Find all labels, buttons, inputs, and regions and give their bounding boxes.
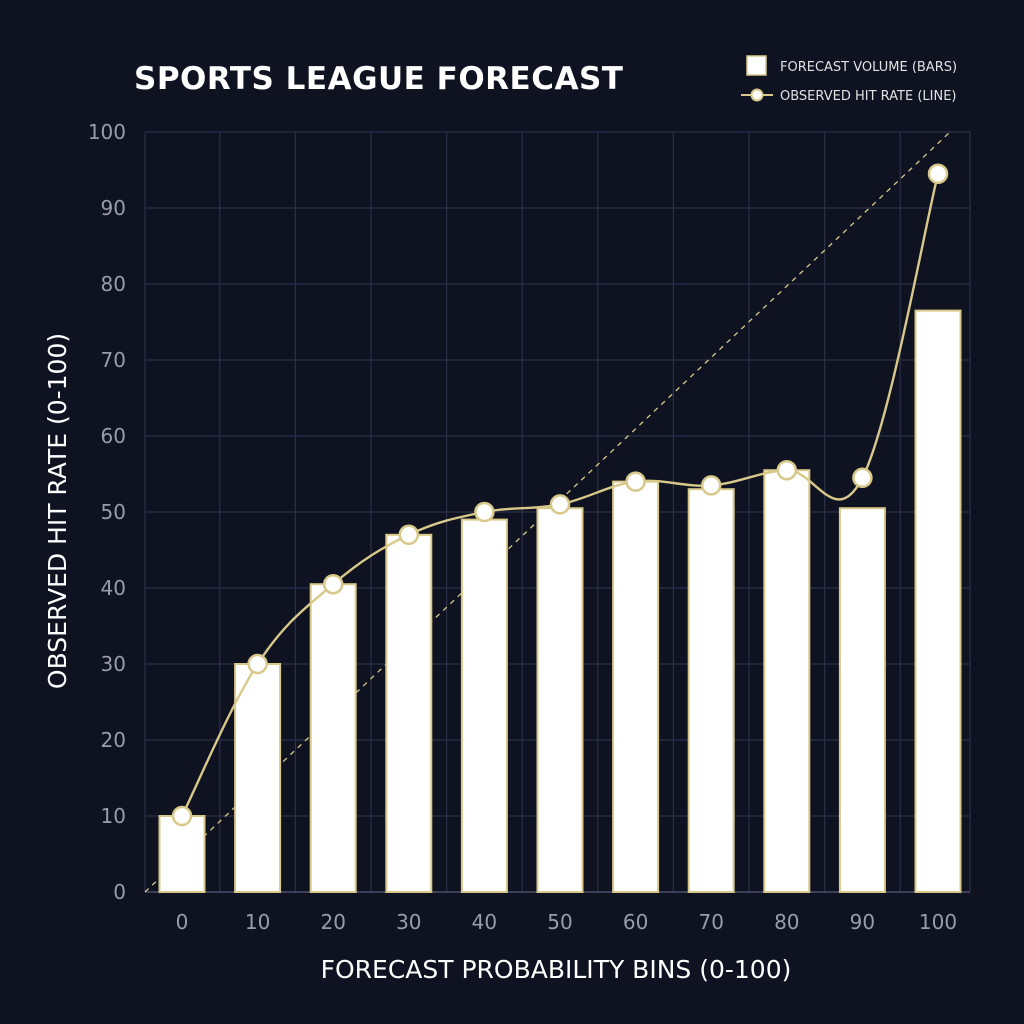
y-tick-label: 50 <box>101 500 126 524</box>
hit-rate-line-group <box>171 163 949 827</box>
y-tick-label: 40 <box>101 576 126 600</box>
y-tick-label: 70 <box>101 348 126 372</box>
x-tick-label: 90 <box>850 910 875 934</box>
bar <box>234 663 282 893</box>
bar <box>763 469 811 893</box>
x-tick-label: 20 <box>320 910 345 934</box>
bar <box>309 583 357 893</box>
chart-title: SPORTS LEAGUE FORECAST <box>134 61 623 97</box>
y-tick-label: 90 <box>101 196 126 220</box>
y-axis-label: OBSERVED HIT RATE (0-100) <box>43 333 72 689</box>
y-tick-label: 10 <box>101 804 126 828</box>
y-tick-label: 80 <box>101 272 126 296</box>
y-tick-label: 30 <box>101 652 126 676</box>
x-tick-label: 30 <box>396 910 421 934</box>
legend-line-label: OBSERVED HIT RATE (LINE) <box>780 89 956 104</box>
hit-rate-point <box>852 467 873 489</box>
bar <box>536 507 584 893</box>
x-tick-label: 100 <box>919 910 957 934</box>
y-tick-label: 60 <box>101 424 126 448</box>
bars <box>158 309 962 894</box>
x-tick-label: 10 <box>245 910 270 934</box>
legend-bar-label: FORECAST VOLUME (BARS) <box>780 60 957 75</box>
hit-rate-point <box>398 524 420 546</box>
legend: FORECAST VOLUME (BARS) OBSERVED HIT RATE… <box>741 55 957 104</box>
bar <box>687 488 735 893</box>
hit-rate-point <box>549 494 571 515</box>
grid <box>144 131 971 893</box>
x-tick-label: 80 <box>774 910 799 934</box>
hit-rate-point <box>776 459 798 481</box>
x-tick-label: 0 <box>176 910 189 934</box>
bar <box>914 309 962 894</box>
tick-labels: 0 10 20 30 40 50 60 70 80 90 100 0 10 20 30 40 50 60 70 80 9… <box>88 120 957 934</box>
hit-rate-point <box>247 653 268 675</box>
legend-line-marker <box>750 88 764 102</box>
hit-rate-point <box>700 475 722 496</box>
hit-rate-point <box>322 573 344 595</box>
x-axis-label: FORECAST PROBABILITY BINS (0-100) <box>321 955 792 984</box>
x-tick-label: 70 <box>698 910 723 934</box>
y-tick-label: 100 <box>88 120 126 144</box>
bar <box>612 480 660 893</box>
y-tick-label: 20 <box>101 728 126 752</box>
hit-rate-point <box>625 471 646 492</box>
y-tick-label: 0 <box>113 880 126 904</box>
hit-rate-point <box>927 163 949 185</box>
x-tick-label: 40 <box>472 910 497 934</box>
x-tick-label: 50 <box>547 910 572 934</box>
hit-rate-point <box>171 805 193 827</box>
bar <box>158 815 206 893</box>
x-tick-label: 60 <box>623 910 648 934</box>
bar <box>838 507 886 893</box>
legend-bar-swatch <box>746 55 767 76</box>
hit-rate-point <box>474 501 495 523</box>
bar <box>460 518 508 893</box>
bar <box>385 533 433 893</box>
